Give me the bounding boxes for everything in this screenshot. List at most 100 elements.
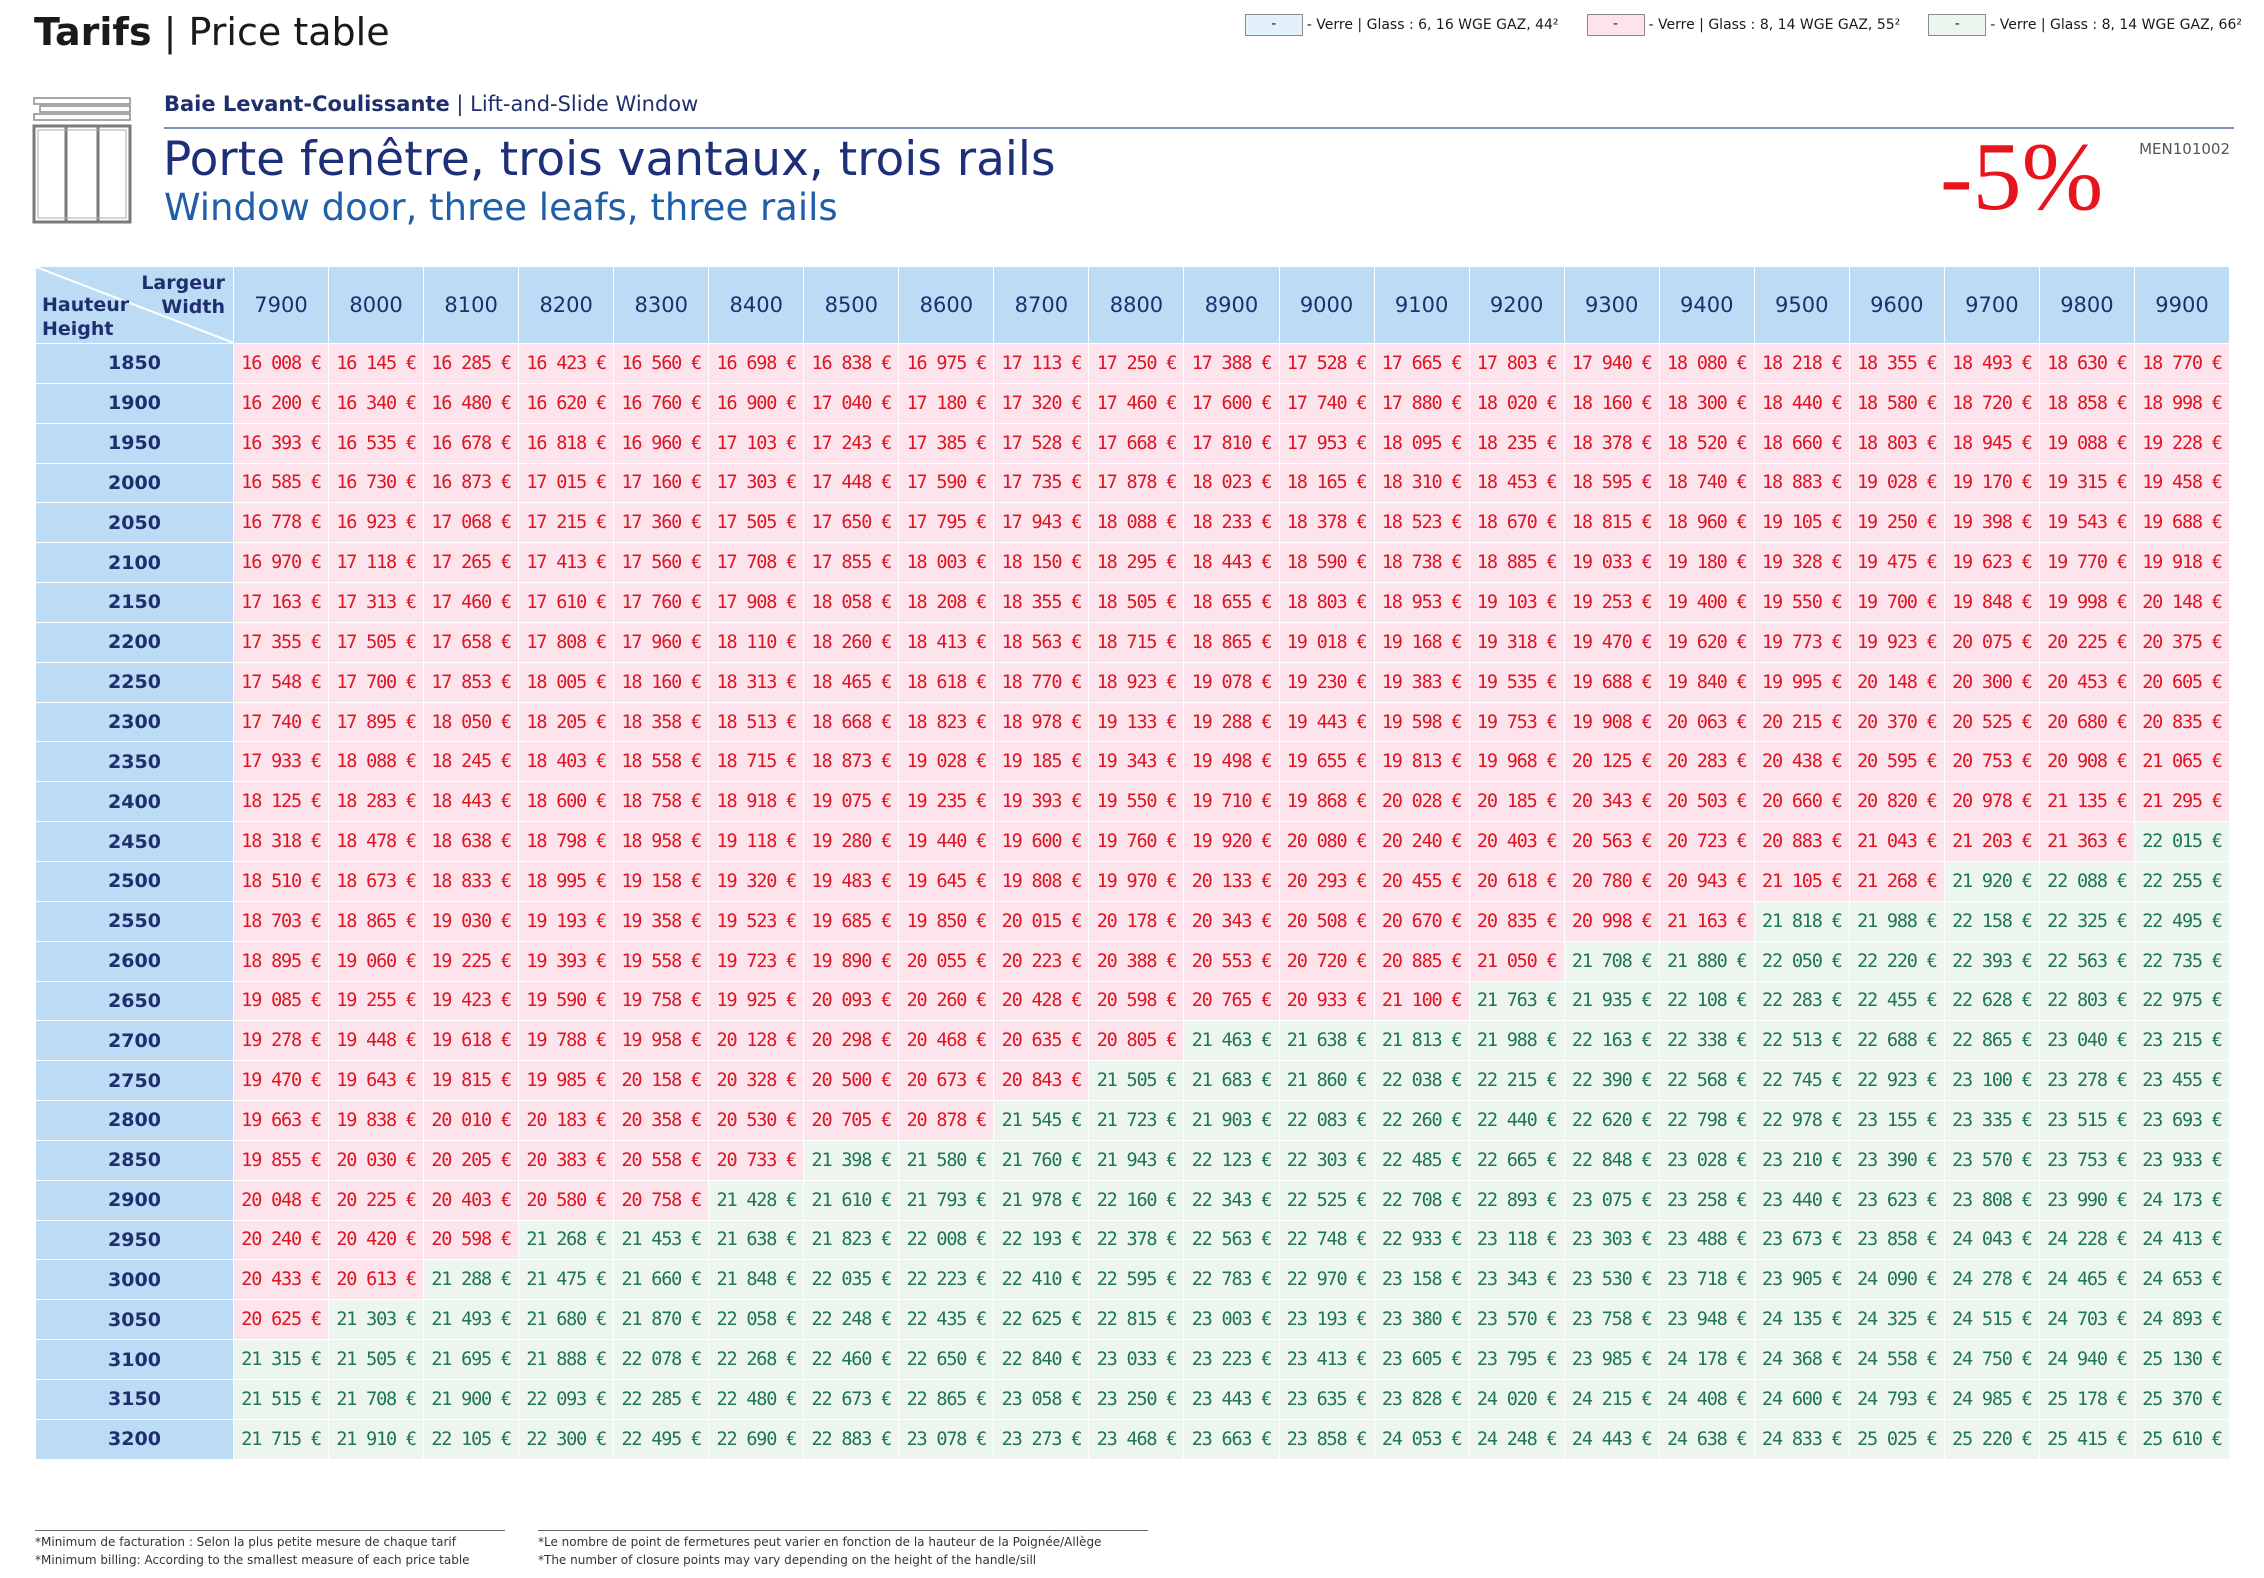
height-header: 2850 — [35, 1139, 234, 1181]
price-cell: 19 075 € — [803, 781, 900, 823]
price-cell: 16 970 € — [232, 542, 330, 584]
width-header: 9600 — [1848, 266, 1945, 344]
width-header: 8500 — [803, 266, 900, 344]
price-cell: 24 515 € — [1943, 1299, 2040, 1341]
price-cell: 22 343 € — [1183, 1179, 1280, 1221]
price-cell: 19 470 € — [232, 1060, 330, 1102]
price-cell: 20 598 € — [423, 1219, 520, 1261]
price-cell: 18 670 € — [1468, 502, 1565, 544]
glass-legend: - - Verre | Glass : 6, 16 WGE GAZ, 44² -… — [1244, 14, 2242, 36]
price-cell: 21 880 € — [1658, 940, 1755, 982]
price-cell: 24 325 € — [1848, 1299, 1945, 1341]
price-cell: 19 085 € — [232, 980, 330, 1022]
table-row: 2350 17 933 €18 088 €18 245 €18 403 €18 5… — [35, 741, 2230, 783]
price-cell: 18 058 € — [803, 582, 900, 623]
price-cell: 17 878 € — [1088, 462, 1185, 504]
price-cell: 23 075 € — [1563, 1179, 1660, 1221]
price-cell: 16 838 € — [803, 343, 900, 384]
price-cell: 18 720 € — [1943, 382, 2040, 424]
price-cell: 23 443 € — [1183, 1378, 1280, 1420]
price-cell: 22 285 € — [613, 1378, 710, 1420]
price-cell: 18 378 € — [1563, 422, 1660, 464]
height-header: 2650 — [35, 980, 234, 1022]
price-cell: 20 370 € — [1848, 701, 1945, 743]
price-cell: 19 620 € — [1658, 621, 1755, 663]
height-header: 2500 — [35, 860, 234, 902]
product-title-fr: Porte fenêtre, trois vantaux, trois rail… — [163, 132, 1056, 187]
table-row: 2750 19 470 €19 643 €19 815 €19 985 €20 1… — [35, 1060, 2230, 1102]
price-cell: 20 093 € — [803, 980, 900, 1022]
price-cell: 21 363 € — [2038, 821, 2135, 862]
price-cell: 17 708 € — [708, 542, 805, 584]
price-cell: 19 443 € — [1278, 701, 1375, 743]
price-cell: 17 015 € — [518, 462, 615, 504]
price-cell: 19 700 € — [1848, 582, 1945, 623]
price-cell: 19 315 € — [2038, 462, 2135, 504]
price-cell: 20 148 € — [1848, 661, 1945, 703]
price-cell: 24 408 € — [1658, 1378, 1755, 1420]
price-cell: 20 673 € — [898, 1060, 995, 1102]
price-cell: 17 880 € — [1373, 382, 1470, 424]
price-cell: 23 223 € — [1183, 1339, 1280, 1380]
price-cell: 19 225 € — [423, 940, 520, 982]
price-cell: 21 708 € — [328, 1378, 425, 1420]
price-cell: 16 480 € — [423, 382, 520, 424]
price-cell: 21 888 € — [518, 1339, 615, 1380]
height-header: 2350 — [35, 741, 234, 783]
table-row: 3050 20 625 €21 303 €21 493 €21 680 €21 8… — [35, 1299, 2230, 1341]
price-cell: 21 680 € — [518, 1299, 615, 1341]
price-cell: 18 995 € — [518, 860, 615, 902]
price-cell: 22 525 € — [1278, 1179, 1375, 1221]
price-cell: 20 613 € — [328, 1259, 425, 1301]
table-row: 1950 16 393 €16 535 €16 678 €16 818 €16 9… — [35, 422, 2230, 464]
price-cell: 22 625 € — [993, 1299, 1090, 1341]
price-cell: 17 668 € — [1088, 422, 1185, 464]
price-cell: 22 848 € — [1563, 1139, 1660, 1181]
price-cell: 22 123 € — [1183, 1139, 1280, 1181]
price-cell: 21 813 € — [1373, 1020, 1470, 1062]
price-cell: 22 325 € — [2038, 900, 2135, 942]
price-cell: 21 398 € — [803, 1139, 900, 1181]
price-cell: 20 835 € — [2133, 701, 2230, 743]
price-cell: 18 218 € — [1753, 343, 1850, 384]
price-cell: 19 655 € — [1278, 741, 1375, 783]
width-header: 8700 — [993, 266, 1090, 344]
price-cell: 17 610 € — [518, 582, 615, 623]
price-cell: 19 848 € — [1943, 582, 2040, 623]
price-cell: 20 765 € — [1183, 980, 1280, 1022]
price-cell: 16 008 € — [232, 343, 330, 384]
price-cell: 19 968 € — [1468, 741, 1565, 783]
price-cell: 19 470 € — [1563, 621, 1660, 663]
height-header: 1950 — [35, 422, 234, 464]
price-cell: 20 780 € — [1563, 860, 1660, 902]
price-cell: 17 163 € — [232, 582, 330, 623]
price-cell: 19 278 € — [232, 1020, 330, 1062]
price-cell: 19 483 € — [803, 860, 900, 902]
price-cell: 23 155 € — [1848, 1100, 1945, 1141]
price-cell: 23 413 € — [1278, 1339, 1375, 1380]
price-cell: 18 260 € — [803, 621, 900, 663]
price-cell: 20 618 € — [1468, 860, 1565, 902]
price-cell: 19 623 € — [1943, 542, 2040, 584]
price-cell: 18 715 € — [1088, 621, 1185, 663]
price-cell: 20 030 € — [328, 1139, 425, 1181]
price-cell: 22 393 € — [1943, 940, 2040, 982]
price-cell: 23 100 € — [1943, 1060, 2040, 1102]
price-cell: 21 988 € — [1468, 1020, 1565, 1062]
price-cell: 17 355 € — [232, 621, 330, 663]
table-row: 2850 19 855 €20 030 €20 205 €20 383 €20 5… — [35, 1139, 2230, 1181]
price-cell: 18 443 € — [1183, 542, 1280, 584]
price-cell: 21 295 € — [2133, 781, 2230, 823]
price-cell: 21 978 € — [993, 1179, 1090, 1221]
price-cell: 25 610 € — [2133, 1418, 2230, 1460]
price-cell: 17 118 € — [328, 542, 425, 584]
price-cell: 23 663 € — [1183, 1418, 1280, 1460]
price-cell: 19 970 € — [1088, 860, 1185, 902]
price-cell: 18 300 € — [1658, 382, 1755, 424]
price-cell: 17 448 € — [803, 462, 900, 504]
price-cell: 21 610 € — [803, 1179, 900, 1221]
price-cell: 20 438 € — [1753, 741, 1850, 783]
price-cell: 19 600 € — [993, 821, 1090, 862]
width-header: 8100 — [423, 266, 520, 344]
table-corner-header: Largeur Width Hauteur Height — [35, 266, 234, 344]
